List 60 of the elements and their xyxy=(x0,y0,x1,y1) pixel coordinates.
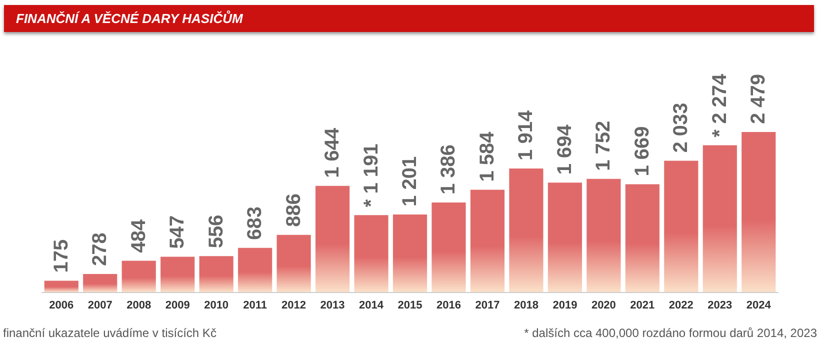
x-tick-label: 2020 xyxy=(591,300,616,312)
x-tick-label: 2018 xyxy=(514,300,538,312)
x-tick-label: 2015 xyxy=(398,300,422,312)
bar xyxy=(548,182,582,292)
data-label: 2 479 xyxy=(748,74,770,124)
data-label: 278 xyxy=(89,232,112,266)
data-label: 556 xyxy=(205,214,228,248)
bar xyxy=(354,215,388,292)
x-tick-label: 2011 xyxy=(243,300,267,312)
x-tick-label: 2022 xyxy=(668,300,694,312)
bar xyxy=(702,145,737,292)
bar xyxy=(315,186,350,292)
data-label: 1 752 xyxy=(592,120,615,171)
x-tick-label: 2014 xyxy=(359,300,384,312)
data-label: 1 644 xyxy=(322,126,344,178)
text: * dalších cca 400,000 rozdáno formou darů 2014, 2023 xyxy=(524,326,817,340)
x-tick-label: 2006 xyxy=(49,300,74,312)
bar xyxy=(238,248,272,292)
data-label: * 1 191 xyxy=(360,144,382,208)
bar xyxy=(470,190,505,292)
bar xyxy=(160,256,195,292)
bar xyxy=(742,132,776,292)
x-tick-label: 2017 xyxy=(475,300,500,312)
bar xyxy=(432,202,466,292)
bar xyxy=(392,214,428,292)
data-label: 886 xyxy=(282,193,305,227)
x-tick-label: 2013 xyxy=(320,300,345,312)
x-tick-label: 2023 xyxy=(708,300,732,312)
chart-title: FINANČNÍ A VĚCNÉ DARY HASIČŮM xyxy=(4,5,814,32)
data-label: 1 584 xyxy=(476,130,498,182)
x-tick-label: 2016 xyxy=(436,300,461,312)
x-tick-label: 2021 xyxy=(630,300,655,312)
bar xyxy=(276,234,311,292)
data-label: 1 386 xyxy=(438,144,460,195)
x-tick-label: 2009 xyxy=(165,300,190,312)
bar xyxy=(44,280,78,292)
data-label: * 2 274 xyxy=(708,72,731,138)
bar xyxy=(664,160,698,292)
data-label: 1 694 xyxy=(554,124,576,175)
data-label: 175 xyxy=(50,239,72,273)
x-tick-label: 2019 xyxy=(552,300,578,312)
bar xyxy=(625,184,660,292)
x-tick-label: 2007 xyxy=(88,300,112,312)
text: finanční ukazatele uvádíme v tisících Kč xyxy=(3,326,216,340)
bar xyxy=(122,260,156,292)
data-label: 484 xyxy=(128,218,150,253)
bar xyxy=(586,178,621,292)
data-label: 683 xyxy=(244,206,266,240)
x-tick-label: 2008 xyxy=(126,300,152,312)
bar xyxy=(509,168,544,292)
x-tick-label: 2024 xyxy=(746,300,772,312)
data-label: 1 669 xyxy=(631,126,654,176)
data-label: 1 201 xyxy=(399,156,421,206)
data-label: 2 033 xyxy=(670,102,692,153)
data-label: 1 914 xyxy=(515,110,538,160)
data-label: 547 xyxy=(166,215,189,249)
x-tick-label: 2010 xyxy=(204,300,229,312)
bar xyxy=(83,274,118,292)
bar xyxy=(199,256,234,292)
x-tick-label: 2012 xyxy=(282,300,306,312)
